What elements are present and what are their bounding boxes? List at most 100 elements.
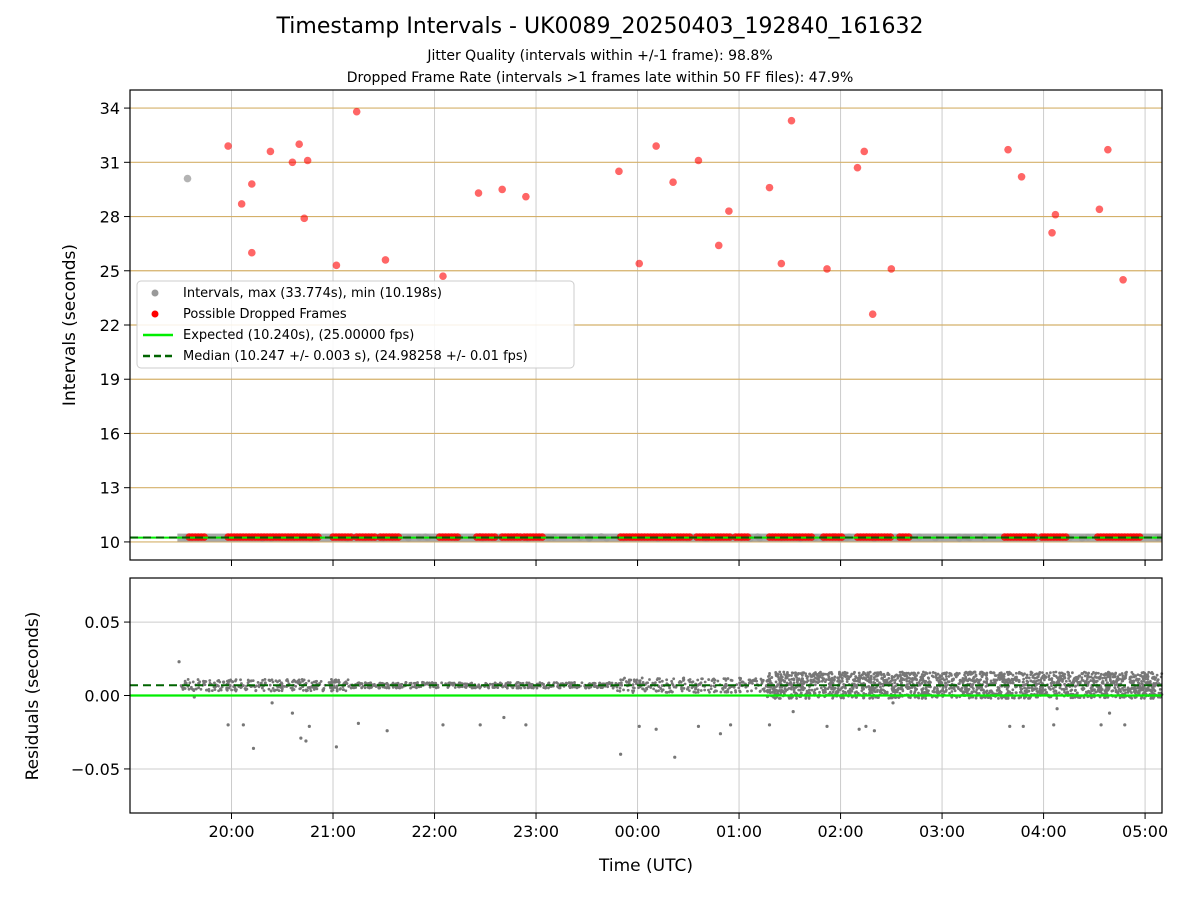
residual-point [970,690,974,694]
residual-point [803,680,806,684]
residual-point [220,685,224,689]
residual-point [298,681,302,684]
residual-point [1026,686,1030,690]
residual-point [848,690,852,694]
residual-point [768,672,771,675]
dropped-frame-point [1051,210,1060,219]
residual-point [1006,678,1010,682]
residual-outlier-point [673,755,677,759]
residual-point [876,688,879,692]
residual-point [230,688,234,692]
legend-marker-intervals [151,289,159,297]
residual-point [881,684,885,688]
residual-point [1107,687,1111,691]
residual-point [344,689,348,693]
residual-point [845,680,849,684]
residual-point [1083,674,1087,678]
residual-point [1118,677,1122,681]
residual-point [615,685,619,689]
residual-point [657,685,661,688]
residual-point [330,689,333,693]
residual-point [925,691,929,695]
dropped-frame-point [498,185,506,194]
residual-point [1132,689,1136,693]
residual-point [1092,681,1096,685]
residual-point [1141,683,1145,687]
x-tick-label: 21:00 [310,822,356,841]
residual-point [256,680,260,684]
residual-point [709,687,713,691]
residual-point [1012,677,1016,681]
residual-point [768,688,772,692]
residual-point [1075,691,1079,695]
bottom-plot-series [130,660,1164,759]
residual-point [850,672,854,676]
residual-point [816,675,820,678]
residual-outlier-point [825,724,829,728]
residual-point [610,681,614,685]
residual-point [964,678,968,681]
residual-point [245,687,249,691]
residual-point [769,691,772,694]
residual-point [1081,679,1085,683]
residual-point [808,672,812,676]
residual-point [1113,686,1117,689]
residual-point [907,671,910,675]
residual-point [1053,689,1057,693]
residual-point [1058,671,1062,675]
top-y-tick-label: 19 [100,370,120,389]
residual-point [638,682,642,685]
residual-point [1101,676,1104,680]
dropped-frame-point [868,310,877,318]
residual-point [1153,684,1156,688]
residual-outlier-point [1052,723,1056,727]
residual-point [949,672,953,676]
residual-point [786,670,789,674]
residual-point [391,685,395,689]
residual-point [1048,671,1052,675]
residual-point [1135,677,1139,681]
residual-point [369,681,373,685]
residual-point [1063,676,1067,680]
residual-point [335,689,339,692]
residual-point [1146,686,1150,690]
residual-point [729,690,733,694]
residual-point [997,686,1001,690]
top-plot-series [130,107,1163,543]
residual-point [862,691,866,695]
residual-point [425,682,429,686]
residual-point [860,689,864,693]
residual-point [918,683,922,687]
residual-point [1109,679,1112,683]
residual-point [867,678,871,682]
residual-point [960,687,963,691]
residual-point [477,685,481,689]
residual-point [1124,691,1128,695]
residual-point [787,674,791,677]
residual-point [440,681,444,685]
residual-point [587,686,591,690]
residual-point [1081,686,1085,690]
residual-point [1094,672,1098,676]
residual-point [1077,681,1081,684]
residual-point [972,687,975,691]
residual-point [1118,696,1122,700]
residual-point [1041,685,1045,689]
residual-point [183,679,187,683]
dropped-frame-point [474,189,483,197]
residual-point [217,689,221,693]
residual-outlier-point [791,710,795,714]
residual-point [254,689,258,693]
residual-point [523,686,527,690]
residual-point [593,682,597,685]
residual-point [858,680,861,684]
residual-point [1132,679,1136,683]
residual-point [1139,696,1143,700]
x-tick-label: 00:00 [614,822,660,841]
top-y-tick-label: 16 [100,424,120,443]
residual-point [703,680,707,684]
dropped-frame-point [300,214,309,223]
residual-point [668,686,671,690]
residual-point [378,681,382,685]
residual-point [746,689,749,693]
